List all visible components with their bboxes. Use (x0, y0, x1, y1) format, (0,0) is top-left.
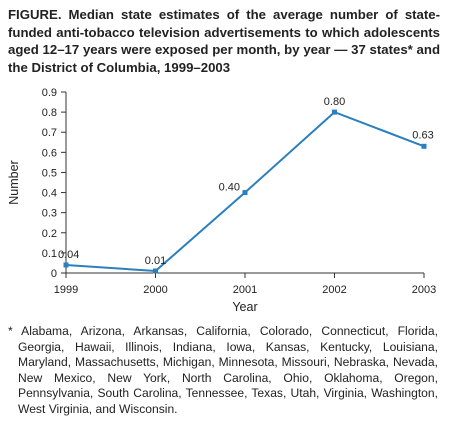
data-point (332, 109, 337, 115)
data-point (63, 262, 69, 268)
x-tick-label: 2000 (143, 284, 167, 296)
chart-axes (65, 92, 424, 274)
y-tick-label: 0.9 (42, 87, 57, 99)
data-label: 0.80 (324, 96, 345, 108)
line-chart: 0 0.1 0.2 0.3 0.4 0.5 0.6 0.7 0.8 0.9 1999 2000 200… (7, 87, 436, 314)
y-tick-label: 0 (51, 268, 57, 280)
data-point (421, 143, 427, 149)
x-ticks: 1999 2000 2001 2002 2003 (54, 273, 436, 296)
y-tick-label: 0.7 (42, 127, 57, 139)
x-tick-label: 2003 (412, 284, 436, 296)
x-tick-label: 1999 (54, 284, 78, 296)
y-tick-label: 0.3 (42, 208, 57, 220)
x-tick-label: 2002 (322, 284, 346, 296)
data-label: 0.63 (412, 129, 433, 141)
y-tick-label: 0.5 (42, 167, 57, 179)
y-tick-label: 0.4 (42, 188, 57, 200)
series-group: 0.04 0.01 0.40 0.80 0.63 (58, 96, 434, 274)
x-axis-label: Year (232, 300, 257, 314)
x-tick-label: 2001 (233, 284, 257, 296)
y-tick-label: 0.8 (42, 107, 57, 119)
data-point (242, 190, 248, 196)
figure-title: FIGURE. Median state estimates of the av… (8, 7, 440, 75)
data-label: 0.40 (219, 182, 240, 194)
y-tick-label: 0.6 (42, 147, 57, 159)
y-axis-label: Number (7, 160, 21, 204)
data-label: 0.01 (145, 255, 166, 267)
data-point (153, 268, 158, 274)
y-ticks: 0 0.1 0.2 0.3 0.4 0.5 0.6 0.7 0.8 0.9 (42, 87, 66, 280)
y-tick-label: 0.2 (42, 228, 57, 240)
data-label: 0.04 (58, 249, 79, 261)
y-tick-label: 0.1 (42, 248, 57, 260)
footnote: * Alabama, Arizona, Arkansas, California… (8, 324, 438, 416)
